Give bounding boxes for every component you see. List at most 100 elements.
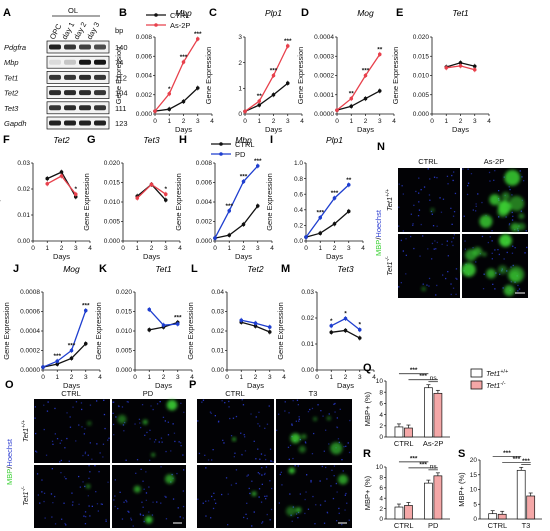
- nucleus-dot: [161, 441, 163, 443]
- nucleus-dot: [130, 519, 133, 521]
- genotype-label: Tet1+/+: [385, 188, 394, 211]
- nucleus-dot: [160, 502, 162, 504]
- nucleus-dot: [326, 512, 329, 514]
- nucleus-dot: [75, 401, 78, 403]
- nucleus-dot: [280, 471, 282, 473]
- nucleus-dot: [242, 404, 245, 406]
- panel-label-j: J: [13, 263, 19, 275]
- nucleus-dot: [442, 198, 445, 200]
- nucleus-dot: [276, 429, 278, 431]
- nucleus-dot: [326, 478, 328, 480]
- nucleus-dot: [78, 424, 80, 426]
- bar: [526, 495, 536, 520]
- nucleus-dot: [152, 501, 154, 503]
- nucleus-dot: [488, 171, 491, 174]
- legend-ctrl-label: CTRL: [170, 11, 190, 20]
- nucleus-dot: [263, 473, 266, 476]
- nucleus-dot: [85, 516, 87, 518]
- nucleus-dot: [342, 470, 344, 472]
- series-line: [46, 175, 77, 195]
- y-tick-label: 0.000: [196, 238, 213, 245]
- x-tick-label: 3: [84, 374, 88, 381]
- mbp-signal: [461, 234, 525, 296]
- y-tick-label: 0.0000: [314, 111, 334, 118]
- blot-gene-label: Mbp: [4, 58, 19, 67]
- nucleus-dot: [54, 433, 56, 435]
- significance-star: **: [349, 91, 355, 98]
- nucleus-dot: [415, 190, 417, 193]
- micro-background: [34, 399, 110, 463]
- x-tick-label: 4: [190, 374, 194, 381]
- nucleus-dot: [298, 418, 300, 420]
- chart-title: Tet3: [143, 135, 160, 145]
- y-axis-label: Gene Expression: [391, 47, 400, 105]
- nucleus-dot: [115, 416, 117, 418]
- significance-star: **: [377, 46, 383, 53]
- nucleus-dot: [159, 401, 161, 403]
- nucleus-dot: [442, 274, 444, 276]
- nucleus-dot: [141, 501, 143, 503]
- nucleus-dot: [155, 439, 157, 441]
- nucleus-dot: [84, 451, 87, 453]
- micro-o-wt-ctrl: [34, 399, 110, 463]
- nucleus-dot: [250, 413, 252, 415]
- micro-n-ko-ctrl: [398, 234, 460, 298]
- nucleus-dot: [123, 430, 125, 432]
- nucleus-dot: [297, 517, 299, 519]
- nucleus-dot: [523, 180, 525, 182]
- blot-rows: Pdgfra 140 Mbp 74 Tet1 112 Tet2 104 Tet3 111 Gapdh…: [4, 40, 128, 130]
- y-tick-label: 0.006: [136, 53, 153, 60]
- nucleus-dot: [179, 516, 181, 518]
- nucleus-dot: [148, 486, 150, 488]
- panel-label-g: G: [87, 134, 96, 146]
- nucleus-dot: [524, 252, 526, 254]
- nucleus-dot: [241, 399, 243, 401]
- nucleus-dot: [258, 488, 261, 490]
- nucleus-dot: [413, 204, 415, 206]
- nucleus-dot: [173, 432, 176, 434]
- bp-header: bp: [115, 26, 123, 35]
- nucleus-dot: [112, 423, 115, 426]
- nucleus-dot: [88, 465, 90, 467]
- y-axis-label: Gene Expression: [265, 173, 274, 231]
- nucleus-dot: [68, 460, 70, 462]
- nucleus-dot: [338, 441, 340, 444]
- y-tick-label: 0.03: [211, 309, 224, 316]
- nucleus-dot: [84, 428, 86, 430]
- y-tick-label: 0.0000: [20, 367, 40, 374]
- micro-n-wt-ctrl: [398, 168, 460, 232]
- y-tick-label: 0.01: [301, 341, 314, 348]
- nucleus-dot: [511, 252, 514, 254]
- y-tick-label: 0.0002: [314, 73, 334, 80]
- blot-band: [79, 59, 91, 65]
- nucleus-dot: [338, 507, 340, 510]
- blot-strip: [46, 101, 110, 115]
- mbp-cell: [145, 516, 153, 524]
- legend-pd: CTRL PD: [211, 140, 255, 159]
- x-tick-label: 0: [243, 118, 247, 125]
- nucleus-dot: [483, 273, 485, 275]
- nucleus-dot: [412, 224, 414, 226]
- nucleus-dot: [333, 403, 335, 405]
- nucleus-dot: [279, 473, 281, 476]
- nucleus-dot: [345, 492, 347, 495]
- x-tick-label: 0: [121, 245, 125, 252]
- mbp-cell: [461, 262, 476, 277]
- y-tick-label: 20: [470, 457, 478, 464]
- blot-band: [94, 74, 106, 80]
- nucleus-dot: [126, 401, 128, 403]
- mbp-cell: [117, 414, 127, 424]
- nucleus-dot: [502, 287, 504, 289]
- nucleus-dot: [234, 452, 236, 454]
- nucleus-dot: [127, 401, 129, 403]
- nucleus-dot: [36, 451, 38, 453]
- y-tick-label: 0.0004: [20, 328, 40, 335]
- nucleus-dot: [258, 411, 260, 413]
- nucleus-dot: [331, 469, 333, 471]
- nucleus-dot: [455, 293, 457, 295]
- nucleus-dot: [152, 408, 154, 411]
- nucleus-dot: [149, 459, 151, 461]
- nucleus-dot: [89, 515, 91, 517]
